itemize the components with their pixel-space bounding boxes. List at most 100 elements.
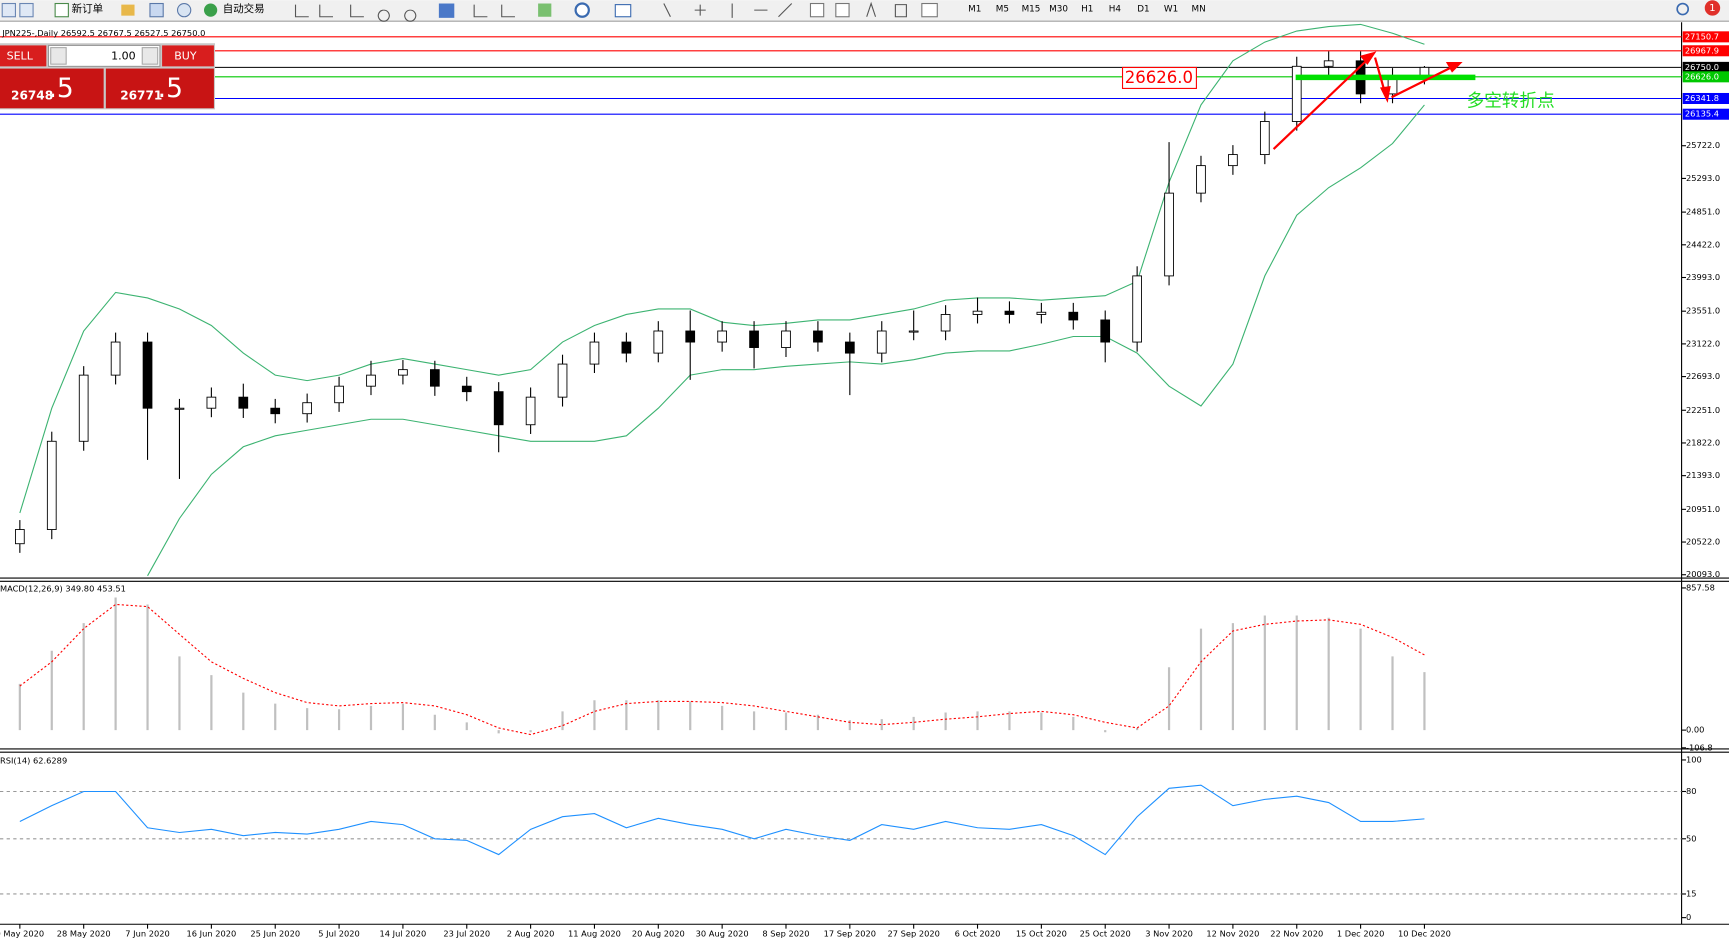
notification-count: 1 [1709, 3, 1715, 14]
price-box-label: 26626.0 [1125, 68, 1193, 87]
candle-body [1132, 275, 1142, 343]
candle-body [653, 330, 664, 354]
chart-header: JPN225-,Daily 26592.5 26767.5 26527.5 26… [1, 28, 205, 38]
y-tick-label: 21822.0 [1686, 437, 1720, 447]
candle-body [972, 310, 983, 315]
tool-icons [294, 1, 907, 22]
x-tick-label: 10 Dec 2020 [1398, 929, 1451, 939]
y-tick-label: -106.8 [1686, 742, 1713, 752]
timeframe[interactable]: M30 [1049, 5, 1068, 15]
level-label: 26750.0 [1685, 62, 1719, 72]
icon[interactable] [574, 2, 590, 18]
lots-down[interactable] [50, 47, 67, 65]
icon[interactable] [835, 2, 850, 18]
candle-body [1323, 60, 1334, 67]
icon[interactable] [809, 2, 825, 18]
lots-up[interactable] [141, 47, 159, 65]
arrow-head [1359, 51, 1377, 65]
tool-strokes [294, 1, 907, 22]
auto-trading[interactable]: 自动交易 [223, 2, 265, 15]
candle-body [46, 440, 57, 530]
x-tick-label: 16 Jun 2020 [187, 929, 237, 939]
icon[interactable] [1, 2, 16, 18]
icon[interactable] [54, 2, 69, 18]
x-tick-label: 25 Oct 2020 [1080, 929, 1131, 939]
x-tick-label: 20 Aug 2020 [632, 929, 685, 939]
sell-fraction: .5 [49, 73, 74, 104]
candle-body [302, 402, 313, 415]
sell-label[interactable]: SELL [7, 49, 34, 62]
candle-body [1259, 121, 1270, 156]
lots-input[interactable] [47, 44, 161, 67]
icon[interactable] [149, 2, 164, 18]
buy-fraction: .5 [158, 73, 183, 104]
timeframe[interactable]: MN [1192, 5, 1206, 15]
lots-value: 1.00 [111, 49, 136, 62]
x-tick-label: 14 Jul 2020 [380, 929, 427, 939]
candle-body [110, 341, 121, 376]
search[interactable] [1676, 2, 1690, 16]
sell-price-box[interactable] [0, 68, 104, 109]
x-tick-label: 25 Jun 2020 [250, 929, 300, 939]
rsi-line [19, 784, 1425, 856]
buy-button[interactable] [162, 45, 214, 67]
timeframe[interactable]: W1 [1164, 5, 1178, 15]
candle-body [142, 341, 153, 409]
x-tick-label: 6 Oct 2020 [955, 929, 1001, 939]
main-plot [0, 23, 1682, 577]
x-tick-label: 5 Jul 2020 [318, 929, 360, 939]
level-label: 26967.9 [1685, 45, 1719, 55]
icon[interactable] [921, 2, 938, 18]
icon[interactable] [19, 2, 34, 18]
new-order[interactable]: 新订单 [72, 2, 103, 15]
y-tick-label: 80 [1686, 786, 1697, 796]
timeframe[interactable]: M1 [968, 5, 981, 15]
candle-body [749, 330, 759, 348]
icon[interactable] [203, 3, 218, 17]
candle-body [174, 407, 185, 410]
candle-body [461, 385, 472, 393]
level-tag [1682, 108, 1729, 120]
timeframe[interactable]: H1 [1081, 5, 1093, 15]
y-tick-label: 50 [1686, 833, 1697, 843]
candle-body [14, 529, 25, 545]
sell-button[interactable] [0, 45, 47, 67]
icon[interactable] [176, 2, 192, 18]
candle-body [717, 330, 727, 343]
y-tick-label: 23122.0 [1686, 338, 1720, 348]
timeframe[interactable]: M5 [996, 5, 1009, 15]
x-tick-label: 0 May 2020 [0, 929, 44, 939]
candle-body [557, 363, 568, 398]
icon[interactable] [538, 3, 552, 17]
y-tick-label: 22251.0 [1686, 405, 1720, 415]
y-tick-label: 22693.0 [1686, 371, 1720, 381]
candle-body [1228, 154, 1238, 167]
candle-body [1196, 165, 1206, 194]
buy-label[interactable]: BUY [174, 49, 197, 62]
buy-price-box[interactable] [105, 68, 214, 109]
level-label: 27150.7 [1685, 31, 1719, 41]
level-tag [1682, 61, 1729, 73]
axes: 20093.0 20522.0 20951.0 21393.0 21822.0 22251… [0, 31, 1729, 939]
y-tick-label: 100 [1686, 754, 1702, 764]
macd-title: MACD(12,26,9) 349.80 453.51 [0, 584, 126, 594]
candle-body [206, 396, 217, 409]
icon[interactable] [121, 4, 135, 16]
candle-body [429, 369, 440, 387]
timeframe[interactable]: H4 [1109, 5, 1122, 15]
y-tick-label: 20951.0 [1686, 504, 1720, 514]
timeframes: M1 M5 M15 M30 H1 H4 D1 W1 MN [968, 5, 1206, 15]
candle-body [334, 385, 344, 404]
timeframe[interactable]: M15 [1022, 5, 1041, 15]
y-tick-label: 857.58 [1686, 582, 1715, 592]
signal-line [19, 603, 1425, 736]
sell-price: 26748 [11, 89, 53, 103]
icon[interactable] [614, 4, 632, 18]
timeframe[interactable]: D1 [1137, 5, 1149, 15]
notification-badge[interactable] [1704, 0, 1721, 16]
y-tick-label: 0.00 [1686, 725, 1704, 735]
candle-body [493, 391, 504, 426]
level-label: 26626.0 [1685, 71, 1719, 81]
icon[interactable] [438, 3, 455, 18]
